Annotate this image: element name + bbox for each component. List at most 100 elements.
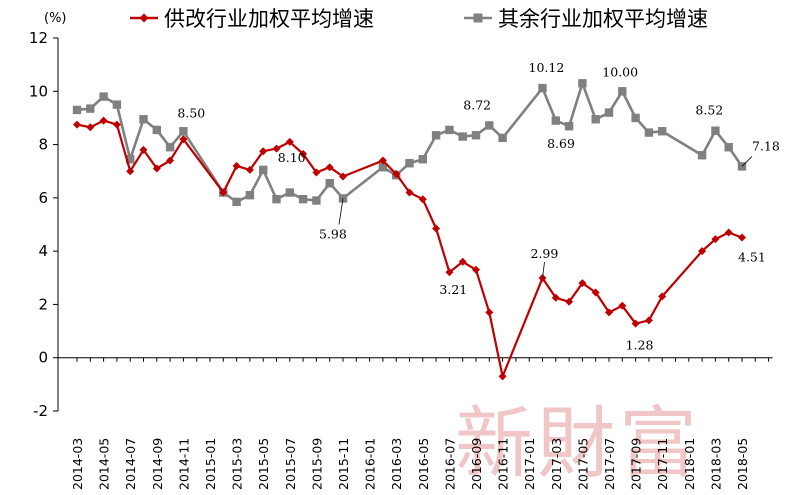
data-point <box>325 163 334 172</box>
data-point <box>578 279 587 288</box>
data-point <box>99 92 108 101</box>
data-point <box>245 190 255 200</box>
x-tick-label: 2017-11 <box>655 438 670 490</box>
data-point <box>126 167 135 176</box>
x-tick-label: 2018-03 <box>708 438 723 490</box>
legend-label: 供改行业加权平均增速 <box>164 7 374 31</box>
x-tick-label: 2015-05 <box>256 438 271 490</box>
data-point <box>697 151 707 160</box>
x-tick-label: 2017-09 <box>629 438 644 490</box>
x-tick-label: 2015-07 <box>283 438 298 490</box>
x-tick-label: 2016-05 <box>416 438 431 490</box>
data-point <box>591 288 600 297</box>
data-point <box>99 116 108 125</box>
data-point <box>86 104 95 113</box>
data-point <box>724 228 733 237</box>
data-point <box>472 265 480 274</box>
x-tick-label: 2018-05 <box>735 438 750 490</box>
x-tick-label: 2015-09 <box>309 438 324 490</box>
y-tick-label: 2 <box>38 295 48 313</box>
data-label: 8.10 <box>278 150 306 165</box>
data-point <box>644 316 653 325</box>
x-tick-label: 2016-11 <box>496 438 511 490</box>
data-point <box>445 125 454 135</box>
data-point <box>698 247 707 256</box>
annotation-leader <box>338 198 344 225</box>
data-point <box>378 163 388 172</box>
series-other-industries <box>72 79 747 207</box>
x-tick-label: 2015-03 <box>230 438 245 490</box>
y-tick-label: 0 <box>38 349 48 367</box>
data-label: 8.50 <box>177 105 205 120</box>
data-point <box>139 115 148 124</box>
x-tick-label: 2017-03 <box>549 438 564 490</box>
data-point <box>565 297 574 306</box>
x-tick-label: 2017-05 <box>575 438 590 490</box>
data-point <box>179 127 188 136</box>
data-label: 3.21 <box>439 282 467 297</box>
data-point <box>112 120 121 129</box>
x-tick-label: 2014-09 <box>150 438 165 490</box>
x-tick-label: 2014-05 <box>97 438 112 490</box>
data-point <box>618 87 627 96</box>
legend-marker <box>473 13 483 23</box>
data-point <box>179 135 188 144</box>
x-tick-label: 2016-07 <box>442 438 457 490</box>
data-point <box>72 105 82 115</box>
data-point <box>245 165 254 174</box>
data-label: 10.00 <box>602 64 638 79</box>
data-label: 8.72 <box>463 97 491 112</box>
data-point <box>392 169 401 178</box>
data-point <box>631 113 640 123</box>
data-label: 8.52 <box>695 103 723 118</box>
data-point <box>498 372 507 381</box>
data-point <box>312 196 321 205</box>
data-point <box>152 125 161 135</box>
annotation-leader <box>741 156 753 167</box>
data-point <box>152 164 161 173</box>
x-tick-label: 2014-07 <box>123 438 138 490</box>
data-point <box>299 149 308 158</box>
legend-item-other-industries: 其余行业加权平均增速 <box>464 7 708 31</box>
data-point <box>126 155 135 164</box>
data-point <box>551 116 560 125</box>
data-point <box>432 224 441 233</box>
annotation-leader <box>542 262 545 279</box>
data-label: 4.51 <box>738 250 766 265</box>
series-supply-reform <box>73 116 746 381</box>
data-point <box>219 188 228 197</box>
y-tick-label: -2 <box>33 402 48 420</box>
legend-item-supply-reform: 供改行业加权平均增速 <box>130 7 374 31</box>
data-point <box>418 195 427 204</box>
data-point <box>471 131 481 140</box>
data-point <box>232 161 241 170</box>
data-point <box>724 143 733 152</box>
data-point <box>578 79 587 88</box>
data-point <box>312 168 321 177</box>
data-point <box>86 123 95 132</box>
data-point <box>445 268 454 277</box>
watermark-text: 新財富 <box>455 399 701 489</box>
x-tick-label: 2015-11 <box>336 438 351 490</box>
data-point <box>631 319 640 328</box>
data-point <box>658 127 667 136</box>
data-point <box>485 121 494 130</box>
legend-label: 其余行业加权平均增速 <box>498 7 708 31</box>
legend-marker <box>139 13 149 23</box>
data-point <box>139 145 148 154</box>
y-tick-label: 10 <box>29 82 48 100</box>
y-unit-label: (%) <box>44 11 67 26</box>
x-tick-label: 2014-11 <box>176 438 191 490</box>
data-point <box>498 133 507 143</box>
data-point <box>259 147 268 156</box>
x-tick-label: 2016-09 <box>469 438 484 490</box>
data-point <box>378 156 387 165</box>
data-point <box>285 188 294 197</box>
data-point <box>605 308 613 317</box>
x-tick-label: 2016-01 <box>363 438 378 490</box>
data-label: 2.99 <box>531 246 559 261</box>
data-label: 8.69 <box>547 136 575 151</box>
data-point <box>405 188 414 197</box>
data-label: 5.98 <box>319 226 347 241</box>
